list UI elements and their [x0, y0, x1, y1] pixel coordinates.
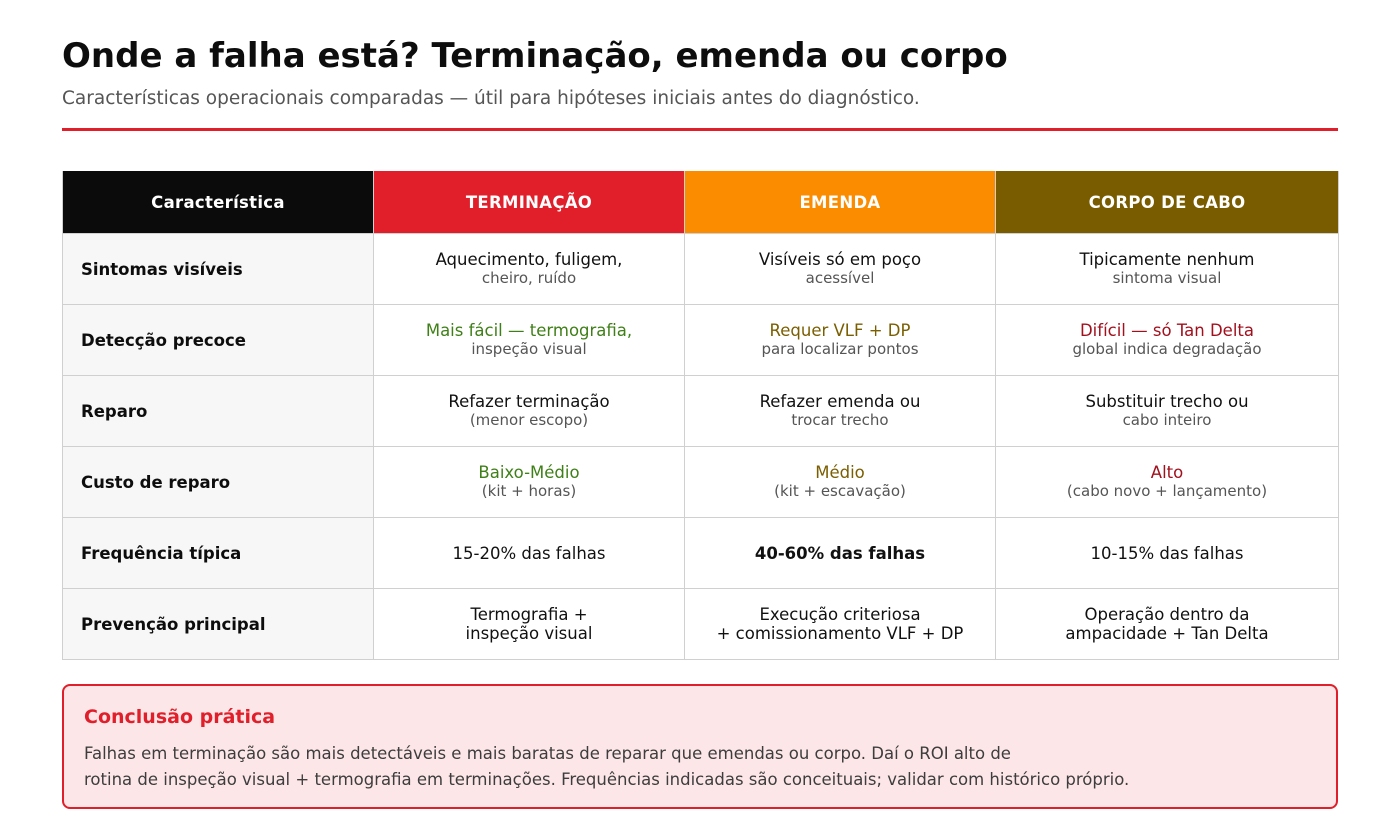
table-cell: Alto (cabo novo + lançamento)	[995, 446, 1339, 518]
table-row: Prevenção principal Termografia + inspeç…	[62, 588, 1339, 660]
header-corpo-de-cabo: CORPO DE CABO	[995, 171, 1339, 234]
table-cell: Aquecimento, fuligem, cheiro, ruído	[373, 233, 685, 305]
cell-sub-text: sintoma visual	[1112, 269, 1222, 287]
row-label: Custo de reparo	[62, 446, 374, 518]
page-subtitle: Características operacionais comparadas …	[62, 88, 920, 109]
cell-main-text: Alto	[1150, 463, 1184, 482]
cell-main-text: Mais fácil — termografia,	[425, 321, 633, 340]
row-label: Prevenção principal	[62, 588, 374, 660]
table-row: Frequência típica 15-20% das falhas 40-6…	[62, 517, 1339, 589]
cell-sub-text: (kit + horas)	[481, 482, 577, 500]
row-label: Sintomas visíveis	[62, 233, 374, 305]
table-cell: Difícil — só Tan Delta global indica deg…	[995, 304, 1339, 376]
table-cell: 40-60% das falhas	[684, 517, 996, 589]
cell-sub-text: (kit + escavação)	[774, 482, 906, 500]
cell-line-2: inspeção visual	[465, 624, 593, 643]
conclusion-line-1: Falhas em terminação são mais detectávei…	[84, 744, 1011, 763]
header-terminacao: TERMINAÇÃO	[373, 171, 685, 234]
table-cell: Execução criteriosa + comissionamento VL…	[684, 588, 996, 660]
row-label: Reparo	[62, 375, 374, 447]
cell-main-text: Médio	[815, 463, 865, 482]
cell-sub-text: para localizar pontos	[761, 340, 919, 358]
table-cell: Operação dentro da ampacidade + Tan Delt…	[995, 588, 1339, 660]
row-label: Frequência típica	[62, 517, 374, 589]
cell-main-text: Visíveis só em poço	[758, 250, 922, 269]
table-cell: Refazer terminação (menor escopo)	[373, 375, 685, 447]
cell-line-2: ampacidade + Tan Delta	[1065, 624, 1269, 643]
cell-main-text: Refazer terminação	[448, 392, 610, 411]
table-cell: Substituir trecho ou cabo inteiro	[995, 375, 1339, 447]
cell-line-1: Operação dentro da	[1084, 605, 1250, 624]
table-cell: Mais fácil — termografia, inspeção visua…	[373, 304, 685, 376]
cell-main-text: 10-15% das falhas	[1090, 543, 1244, 563]
conclusion-title: Conclusão prática	[84, 706, 276, 728]
cell-sub-text: (cabo novo + lançamento)	[1066, 482, 1268, 500]
cell-line-1: Termografia +	[470, 605, 588, 624]
cell-main-text: Tipicamente nenhum	[1079, 250, 1255, 269]
table-header-row: Característica TERMINAÇÃO EMENDA CORPO D…	[62, 171, 1339, 234]
conclusion-text: Falhas em terminação são mais detectávei…	[84, 741, 1129, 793]
cell-sub-text: cheiro, ruído	[481, 269, 577, 287]
header-emenda: EMENDA	[684, 171, 996, 234]
table-row: Detecção precoce Mais fácil — termografi…	[62, 304, 1339, 376]
table-cell: 10-15% das falhas	[995, 517, 1339, 589]
cell-line-2: + comissionamento VLF + DP	[716, 624, 964, 643]
cell-main-text: Requer VLF + DP	[769, 321, 911, 340]
conclusion-box: Conclusão prática Falhas em terminação s…	[62, 684, 1338, 809]
cell-sub-text: acessível	[805, 269, 875, 287]
cell-sub-text: global indica degradação	[1072, 340, 1262, 358]
table-row: Custo de reparo Baixo-Médio (kit + horas…	[62, 446, 1339, 518]
comparison-table: Característica TERMINAÇÃO EMENDA CORPO D…	[62, 171, 1339, 660]
cell-main-text: Substituir trecho ou	[1085, 392, 1249, 411]
cell-main-text: Aquecimento, fuligem,	[435, 250, 623, 269]
conclusion-line-2: rotina de inspeção visual + termografia …	[84, 770, 1130, 789]
cell-sub-text: (menor escopo)	[469, 411, 589, 429]
cell-main-text: 15-20% das falhas	[452, 543, 606, 563]
table-cell: Termografia + inspeção visual	[373, 588, 685, 660]
cell-line-1: Execução criteriosa	[759, 605, 921, 624]
cell-main-text: 40-60% das falhas	[754, 543, 926, 563]
table-cell: Tipicamente nenhum sintoma visual	[995, 233, 1339, 305]
cell-sub-text: cabo inteiro	[1122, 411, 1212, 429]
cell-main-text: Baixo-Médio	[478, 463, 580, 482]
title-divider	[62, 128, 1338, 131]
table-cell: 15-20% das falhas	[373, 517, 685, 589]
cell-main-text: Refazer emenda ou	[759, 392, 921, 411]
page-title: Onde a falha está? Terminação, emenda ou…	[62, 36, 1008, 76]
row-label: Detecção precoce	[62, 304, 374, 376]
table-cell: Requer VLF + DP para localizar pontos	[684, 304, 996, 376]
table-row: Sintomas visíveis Aquecimento, fuligem, …	[62, 233, 1339, 305]
header-caracteristica: Característica	[62, 171, 374, 234]
table-cell: Refazer emenda ou trocar trecho	[684, 375, 996, 447]
table-cell: Médio (kit + escavação)	[684, 446, 996, 518]
cell-sub-text: inspeção visual	[471, 340, 587, 358]
cell-main-text: Difícil — só Tan Delta	[1079, 321, 1255, 340]
table-cell: Baixo-Médio (kit + horas)	[373, 446, 685, 518]
cell-sub-text: trocar trecho	[791, 411, 889, 429]
table-cell: Visíveis só em poço acessível	[684, 233, 996, 305]
table-row: Reparo Refazer terminação (menor escopo)…	[62, 375, 1339, 447]
